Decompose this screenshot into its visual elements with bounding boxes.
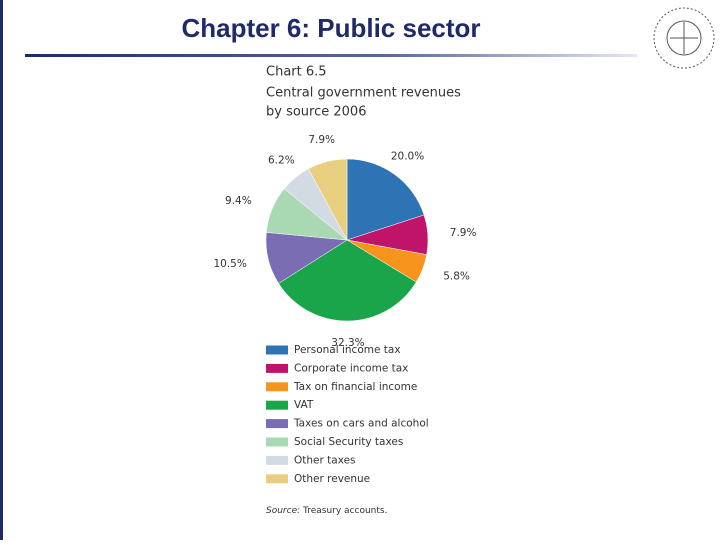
- pie-slice: [278, 239, 417, 322]
- legend-label: Corporate income tax: [294, 362, 408, 374]
- legend-swatch: [266, 400, 288, 410]
- chart-title: by source 2006: [266, 105, 366, 120]
- data-label: 7.9%: [308, 134, 335, 146]
- data-label: 10.5%: [213, 258, 246, 270]
- legend-swatch: [266, 382, 288, 392]
- chart-label: Chart 6.5: [266, 65, 327, 80]
- legend-label: Taxes on cars and alcohol: [293, 418, 429, 430]
- data-label: 5.8%: [443, 271, 470, 283]
- chart-title: Central government revenues: [266, 86, 461, 101]
- legend-swatch: [266, 419, 288, 429]
- legend-swatch: [266, 345, 288, 355]
- title-rule: [25, 54, 637, 57]
- legend-label: Other revenue: [294, 473, 370, 485]
- data-label: 7.9%: [450, 227, 477, 239]
- source-label: Source:: [266, 506, 300, 516]
- legend-label: Tax on financial income: [293, 381, 417, 393]
- logo: [653, 7, 715, 69]
- pie-slice: [308, 158, 348, 241]
- legend-label: VAT: [294, 399, 314, 411]
- source: Source: Treasury accounts.: [266, 506, 387, 516]
- legend-label: Other taxes: [294, 454, 356, 466]
- data-label: 32.3%: [331, 337, 364, 349]
- legend-swatch: [266, 363, 288, 373]
- pie-slice: [346, 158, 425, 241]
- legend-swatch: [266, 474, 288, 484]
- legend-label: Social Security taxes: [294, 436, 403, 448]
- data-label: 6.2%: [268, 155, 295, 167]
- slide-title: Chapter 6: Public sector: [181, 13, 480, 43]
- data-label: 9.4%: [225, 195, 252, 207]
- source-text: Treasury accounts.: [302, 506, 387, 516]
- data-label: 20.0%: [391, 151, 424, 163]
- legend-label: Personal income tax: [294, 344, 401, 356]
- legend-swatch: [266, 437, 288, 447]
- left-border: [0, 0, 3, 540]
- legend-swatch: [266, 455, 288, 465]
